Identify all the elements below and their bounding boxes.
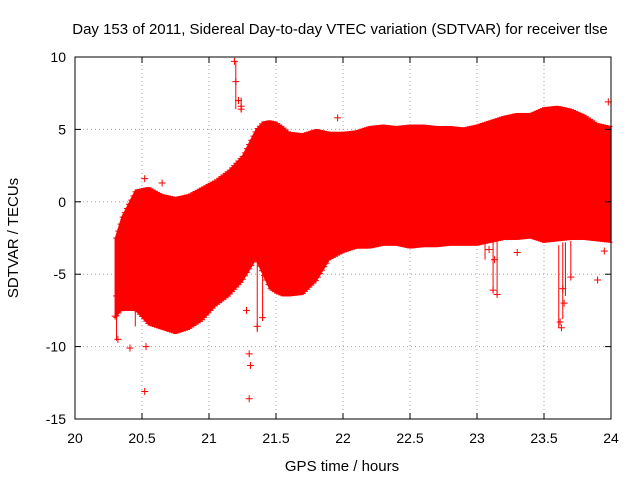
y-tick-label: 0	[58, 194, 66, 210]
outlier-point	[232, 78, 240, 86]
outlier-point	[113, 292, 121, 300]
x-tick-label: 21.5	[262, 430, 289, 446]
y-tick-label: -15	[46, 411, 66, 427]
outlier-point	[230, 57, 238, 65]
outlier-point	[158, 179, 166, 187]
x-tick-label: 21	[201, 430, 217, 446]
x-tick-label: 20	[67, 430, 83, 446]
x-tick-label: 24	[603, 430, 619, 446]
outlier-point	[490, 256, 498, 264]
x-tick-label: 23.5	[530, 430, 557, 446]
outlier-point	[485, 246, 493, 254]
y-tick-label: -5	[54, 266, 67, 282]
outlier-point	[559, 285, 567, 293]
y-tick-label: -10	[46, 339, 66, 355]
y-tick-label: 5	[58, 121, 66, 137]
outlier-point	[234, 96, 242, 104]
outlier-point	[493, 290, 501, 298]
y-tick-label: 10	[50, 49, 66, 65]
outlier-point	[141, 175, 149, 183]
outlier-point	[556, 318, 564, 326]
outlier-point	[245, 350, 253, 358]
outlier-point	[243, 306, 251, 314]
outlier-point	[560, 299, 568, 307]
outlier-point	[334, 114, 342, 122]
outlier-point	[253, 322, 261, 330]
tick-labels: 20 20.5 21 21.5 22 22.5 23 23.5 24 -15 -10 -5 0 5 10	[46, 49, 619, 446]
outlier-point	[126, 344, 134, 352]
chart-title: Day 153 of 2011, Sidereal Day-to-day VTE…	[72, 21, 608, 38]
data-series	[111, 57, 613, 403]
x-tick-label: 20.5	[128, 430, 155, 446]
outlier-point	[567, 273, 575, 281]
y-axis-label: SDTVAR / TECUs	[5, 178, 22, 298]
outlier-point	[143, 315, 151, 323]
outlier-point	[237, 105, 245, 113]
outlier-point	[142, 343, 150, 351]
outlier-point	[141, 387, 149, 395]
outlier-point	[111, 312, 119, 320]
x-tick-label: 22.5	[396, 430, 423, 446]
outlier-point	[114, 335, 122, 343]
outlier-point	[594, 276, 602, 284]
outlier-point	[259, 314, 267, 322]
outlier-point	[247, 361, 255, 369]
outlier-point	[600, 247, 608, 255]
axis-ticks	[74, 56, 612, 420]
outlier-point	[513, 248, 521, 256]
x-tick-label: 22	[335, 430, 351, 446]
outlier-point	[557, 324, 565, 332]
outlier-point	[245, 395, 253, 403]
x-axis-label: GPS time / hours	[285, 458, 399, 475]
outlier-point	[489, 286, 497, 294]
outlier-point	[149, 296, 157, 304]
x-tick-label: 23	[469, 430, 485, 446]
